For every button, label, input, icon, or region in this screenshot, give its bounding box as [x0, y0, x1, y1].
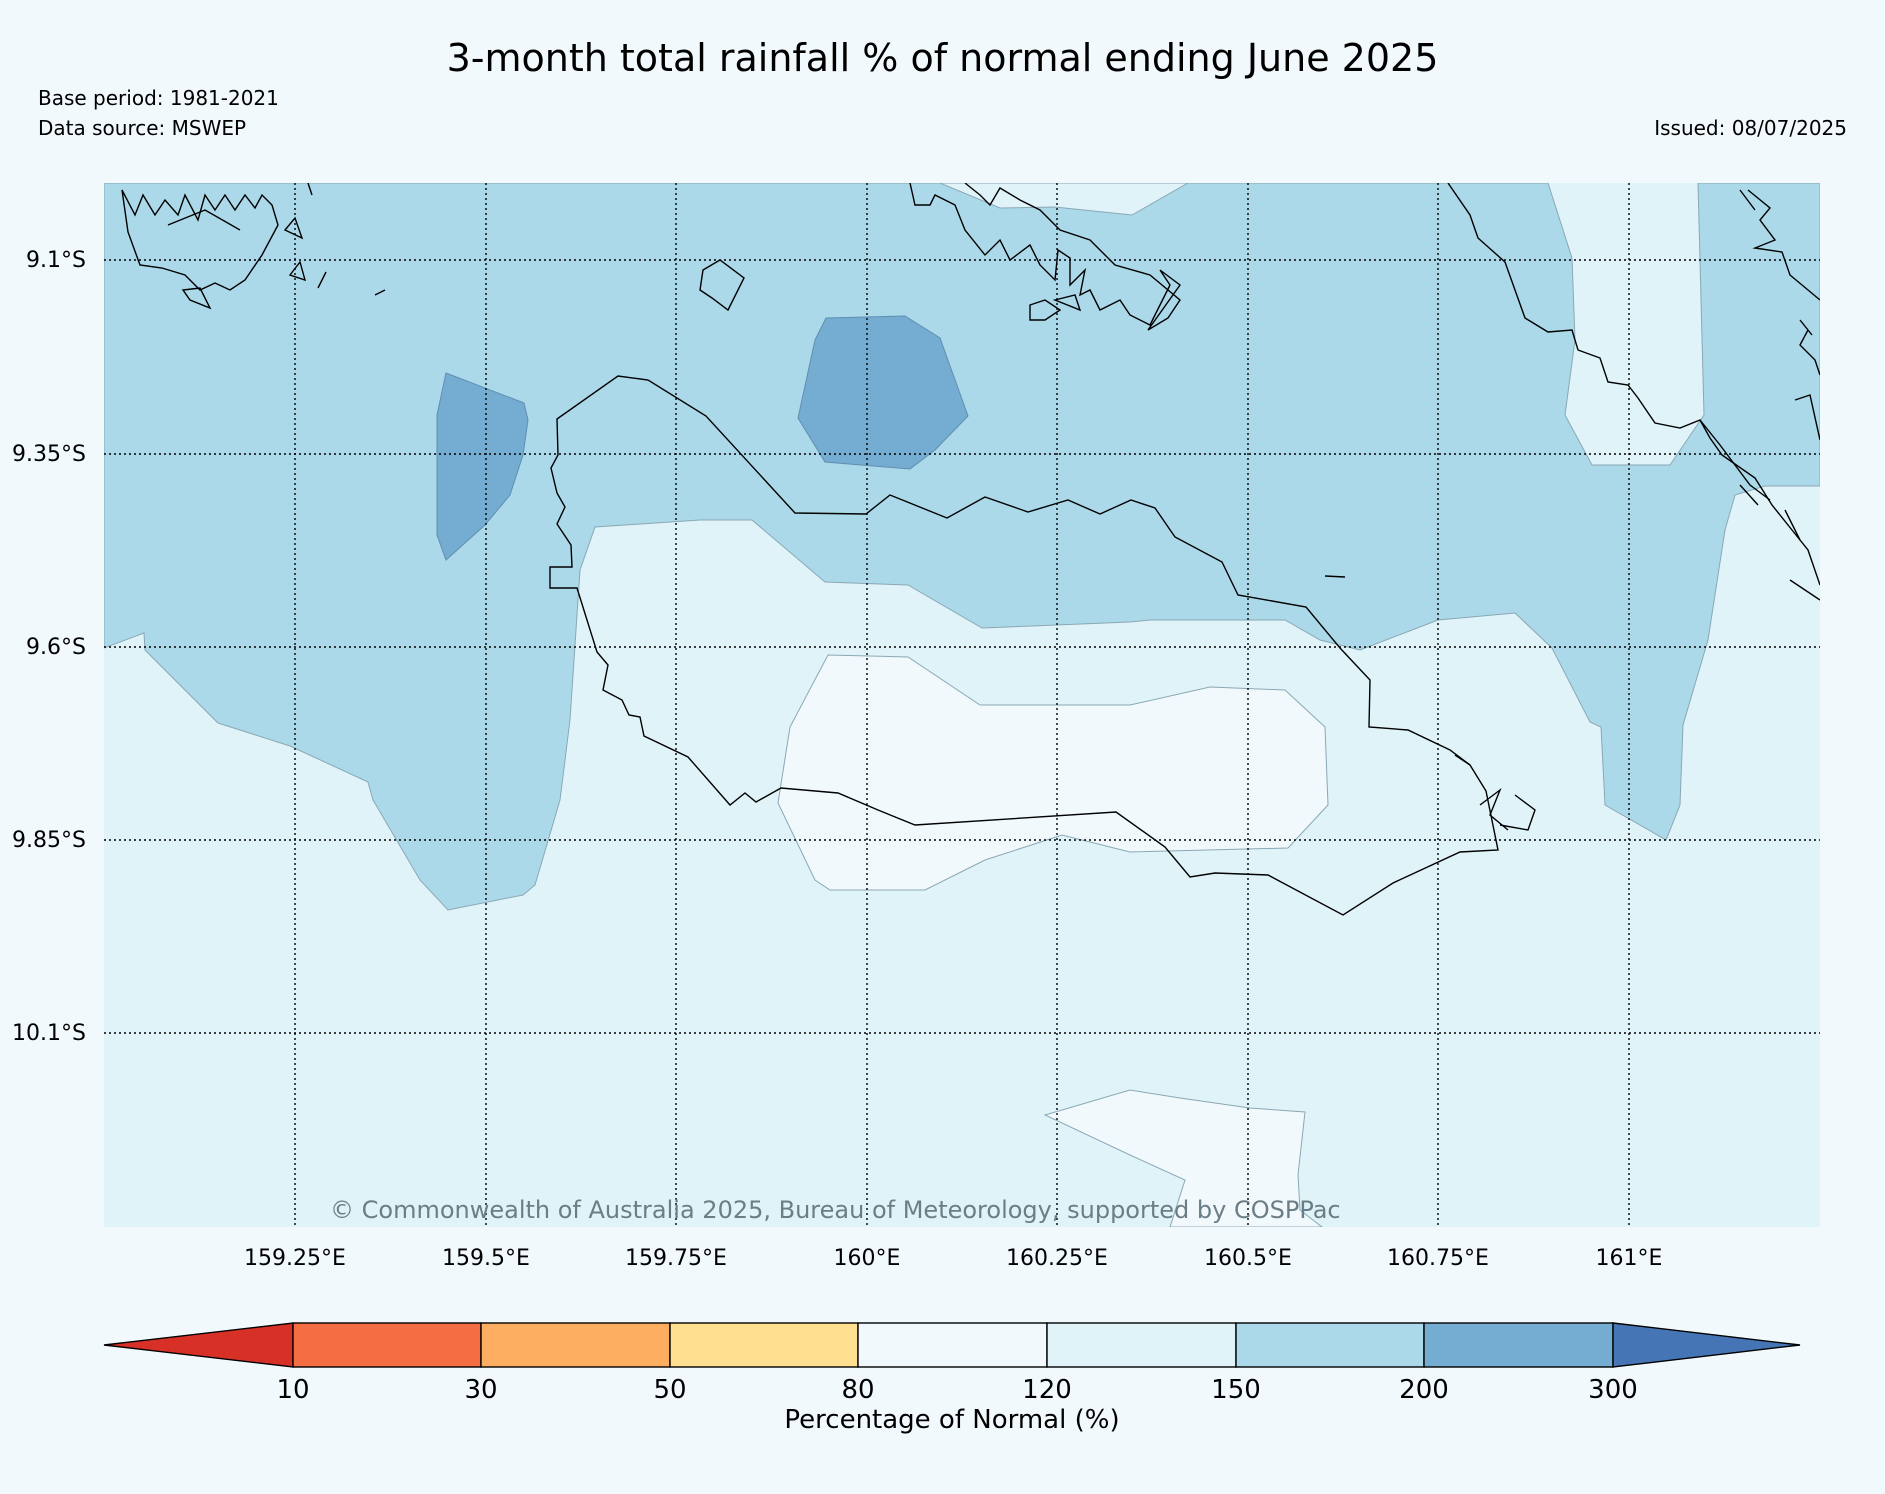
coast-malaita-islets	[1739, 189, 1813, 506]
graticule	[104, 183, 1820, 1227]
coast-malaita-2	[1699, 419, 1771, 501]
region-80-120-central	[777, 654, 1329, 891]
colorbar-segment-150-200	[1235, 1322, 1425, 1368]
coast-nw-islet-1	[181, 287, 212, 310]
coast-nw-islet-6	[307, 183, 313, 196]
coast-malaita-6	[1784, 509, 1801, 541]
coast-nw-islet-2	[283, 216, 304, 240]
coast-malaita-4	[1799, 329, 1820, 376]
colorbar-segment-below-10	[103, 1322, 294, 1368]
colorbar-segment-30-50	[480, 1322, 671, 1368]
coast-nw-spit	[167, 209, 241, 231]
coast-nw-islet-5	[374, 289, 386, 296]
colorbar	[103, 1322, 1801, 1368]
colorbar-tick-label: 300	[1588, 1375, 1638, 1405]
coastlines	[121, 183, 1820, 916]
coast-se-islets	[1454, 754, 1536, 831]
colorbar-tick-label: 80	[841, 1375, 874, 1405]
colorbar-segment-120-150	[1046, 1322, 1237, 1368]
colorbar-segment-80-120	[857, 1322, 1048, 1368]
colorbar-segment-above-300	[1612, 1322, 1801, 1368]
colorbar-tick-label: 150	[1211, 1375, 1261, 1405]
coast-florida-islands	[909, 183, 1181, 331]
colorbar-tick-label: 200	[1399, 1375, 1449, 1405]
coast-malaita-5	[1794, 394, 1820, 441]
map-title: 3-month total rainfall % of normal endin…	[446, 36, 1439, 80]
coast-malaita	[1447, 183, 1820, 586]
colorbar-title: Percentage of Normal (%)	[784, 1405, 1119, 1435]
lat-label: 9.1°S	[26, 248, 86, 273]
issued-date: Issued: 08/07/2025	[1654, 116, 1847, 140]
lat-label: 9.6°S	[26, 635, 86, 660]
coast-guadalcanal	[549, 375, 1499, 916]
lon-label: 161°E	[1596, 1246, 1663, 1271]
colorbar-segment-10-30	[292, 1322, 482, 1368]
colorbar-tick-label: 10	[276, 1375, 309, 1405]
lon-label: 159.5°E	[442, 1246, 530, 1271]
lon-label: 160.75°E	[1387, 1246, 1489, 1271]
base-period: Base period: 1981-2021	[38, 86, 279, 110]
coast-islet-b	[1029, 299, 1062, 321]
colorbar-tick-label: 120	[1022, 1375, 1072, 1405]
colorbar-segment-200-300	[1423, 1322, 1614, 1368]
lat-label: 10.1°S	[12, 1021, 86, 1046]
coast-malaita-7	[1789, 579, 1820, 601]
map-area	[104, 183, 1820, 1227]
colorbar-tick-label: 30	[464, 1375, 497, 1405]
colorbar-segment-50-80	[669, 1322, 859, 1368]
lat-label: 9.85°S	[12, 828, 86, 853]
region-80-120-south	[1043, 1089, 1323, 1227]
region-150-200	[104, 183, 1820, 911]
data-source: Data source: MSWEP	[38, 116, 247, 140]
lon-label: 159.75°E	[625, 1246, 727, 1271]
coast-nw-islet-4	[317, 271, 327, 289]
lon-label: 160.5°E	[1204, 1246, 1292, 1271]
coast-nw-islands	[121, 189, 279, 291]
copyright-notice: © Commonwealth of Australia 2025, Bureau…	[330, 1196, 1341, 1224]
coast-islet-c	[1052, 294, 1082, 312]
region-200-300-west	[436, 372, 529, 561]
lat-label: 9.35°S	[12, 442, 86, 467]
region-200-300-central	[797, 315, 969, 470]
lon-label: 160°E	[834, 1246, 901, 1271]
lon-label: 160.25°E	[1006, 1246, 1108, 1271]
coast-small-dash	[1324, 575, 1346, 578]
colorbar-tick-label: 50	[653, 1375, 686, 1405]
coast-malaita-3	[1747, 189, 1820, 301]
lon-label: 159.25°E	[244, 1246, 346, 1271]
